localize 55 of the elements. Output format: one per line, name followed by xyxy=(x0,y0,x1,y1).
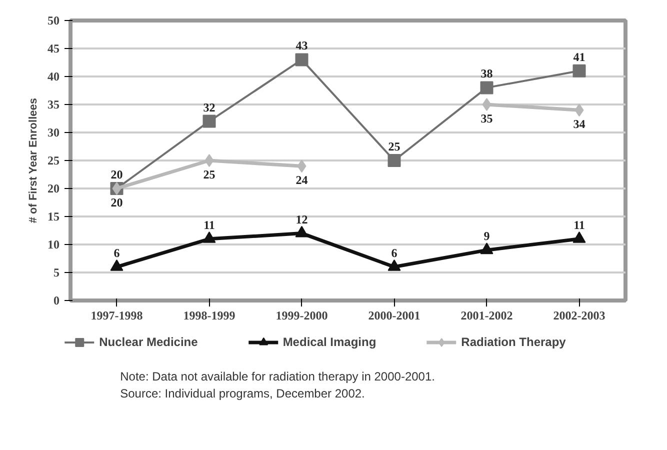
point xyxy=(574,104,584,117)
data-label: 25 xyxy=(388,140,400,154)
y-tick-label: 10 xyxy=(48,238,60,252)
data-label: 20 xyxy=(110,168,123,182)
point xyxy=(480,81,494,94)
y-tick-label: 40 xyxy=(48,70,60,84)
source-note: Source: Individual programs, December 2002. xyxy=(120,386,365,401)
y-tick-label: 35 xyxy=(48,98,60,112)
y-tick-label: 5 xyxy=(54,266,60,280)
data-label: 43 xyxy=(296,38,308,53)
y-tick-label: 20 xyxy=(48,182,60,196)
y-axis-title: # of First Year Enrollees xyxy=(28,98,40,224)
data-label: 38 xyxy=(480,66,493,81)
data-label: 32 xyxy=(203,100,216,114)
x-tick-label: 1998-1999 xyxy=(183,308,236,322)
x-tick-label: 1999-2000 xyxy=(276,308,328,322)
y-tick-label: 15 xyxy=(48,210,60,224)
x-tick-label: 1997-1998 xyxy=(90,308,143,322)
point xyxy=(297,160,306,173)
y-tick-label: 50 xyxy=(48,14,60,28)
text: Note: Data not available for radiation therapy in 2000-2001. xyxy=(120,370,435,384)
y-tick-label: 30 xyxy=(48,126,60,140)
point xyxy=(480,242,494,254)
y-tick-label: 45 xyxy=(48,42,60,56)
data-label: 11 xyxy=(574,218,585,232)
data-label: 20 xyxy=(110,196,123,210)
point xyxy=(388,259,401,271)
data-label: 9 xyxy=(484,229,490,244)
data-label: 11 xyxy=(204,218,215,232)
point xyxy=(295,226,308,238)
point xyxy=(202,114,216,128)
x-tick-label: 2002-2003 xyxy=(553,308,606,322)
data-label: 34 xyxy=(573,117,586,132)
data-label: 12 xyxy=(296,212,308,226)
point xyxy=(482,98,492,111)
legend-label: Medical Imaging xyxy=(282,335,376,349)
point xyxy=(110,259,124,271)
y-tick-label: 25 xyxy=(48,154,60,168)
data-label: 6 xyxy=(391,246,398,260)
data-label: 35 xyxy=(480,112,493,126)
point xyxy=(572,231,586,243)
point xyxy=(388,154,401,167)
point xyxy=(572,64,586,78)
data-label: 25 xyxy=(203,168,216,182)
x-tick-label: 2000-2001 xyxy=(368,308,420,322)
data-label: 24 xyxy=(296,173,308,188)
legend-label: Nuclear Medicine xyxy=(99,335,198,349)
point xyxy=(204,154,214,167)
legend-label: Radiation Therapy xyxy=(461,335,566,349)
data-label: 6 xyxy=(114,246,120,260)
point xyxy=(295,53,308,66)
data-label: 41 xyxy=(573,50,586,64)
point xyxy=(202,231,216,243)
x-tick-label: 2001-2002 xyxy=(460,308,513,322)
y-tick-label: 0 xyxy=(54,294,60,308)
